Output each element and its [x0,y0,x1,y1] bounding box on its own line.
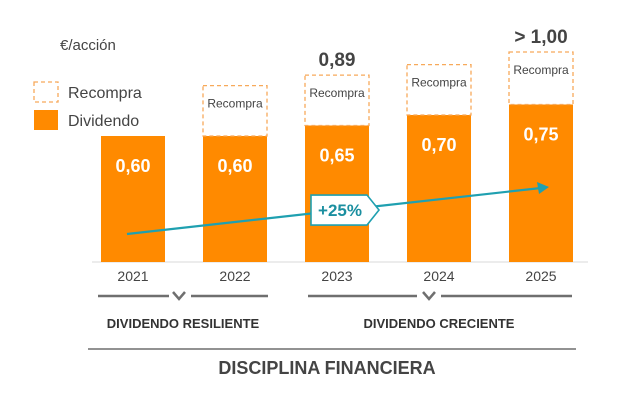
bar-dividendo-2025 [509,104,573,262]
legend-label-recompra: Recompra [68,85,142,102]
arrow-head-icon [537,182,549,194]
growth-annotation-box [310,194,381,226]
unit-label: €/acción [60,37,116,54]
group-bracket-resiliente [98,291,268,301]
bar-dividendo-2024 [407,115,471,262]
bar-value-label-2024: 0,70 [421,135,456,155]
bar-dividendo-2022 [203,136,267,262]
bar-recompra-2023 [304,74,370,127]
bar-value-label-2022: 0,60 [217,156,252,176]
growth-annotation-label: +25% [318,201,362,220]
bar-recompra-label-2024: Recompra [411,76,467,90]
x-tick-label-2021: 2021 [117,268,148,284]
bar-recompra-label-2025: Recompra [513,63,569,77]
total-label-2025: > 1,00 [514,27,567,48]
chevron-down-icon [422,291,436,301]
bar-recompra-2024 [406,63,472,116]
legend-swatch-dividendo [34,110,58,130]
bar-recompra-2022 [202,84,268,137]
chevron-down-icon [172,291,186,301]
footer-title: DISCIPLINA FINANCIERA [218,358,435,378]
bars-layer: 0,60 2021 0,60 Recompra 2022 0,65 Recompra 2023… [92,51,588,284]
bar-recompra-label-2022: Recompra [207,97,263,111]
bar-dividendo-2021 [101,136,165,262]
group-label-resiliente: DIVIDENDO RESILIENTE [107,316,260,331]
bar-recompra-label-2023: Recompra [309,86,365,100]
bar-value-label-2021: 0,60 [115,156,150,176]
bar-recompra-2025 [508,51,574,106]
x-tick-label-2025: 2025 [525,268,556,284]
group-bracket-creciente [308,291,572,301]
legend-label-dividendo: Dividendo [68,113,139,130]
bar-value-label-2023: 0,65 [319,146,354,166]
x-tick-label-2022: 2022 [219,268,250,284]
bar-value-label-2025: 0,75 [523,125,558,145]
group-label-creciente: DIVIDENDO CRECIENTE [364,316,515,331]
bar-dividendo-2023 [305,125,369,262]
x-tick-label-2023: 2023 [321,268,352,284]
legend-swatch-recompra [33,81,59,103]
overlay-layer: 0,89 > 1,00 +25% [126,27,568,236]
total-label-2023: 0,89 [319,50,356,71]
x-tick-label-2024: 2024 [423,268,454,284]
